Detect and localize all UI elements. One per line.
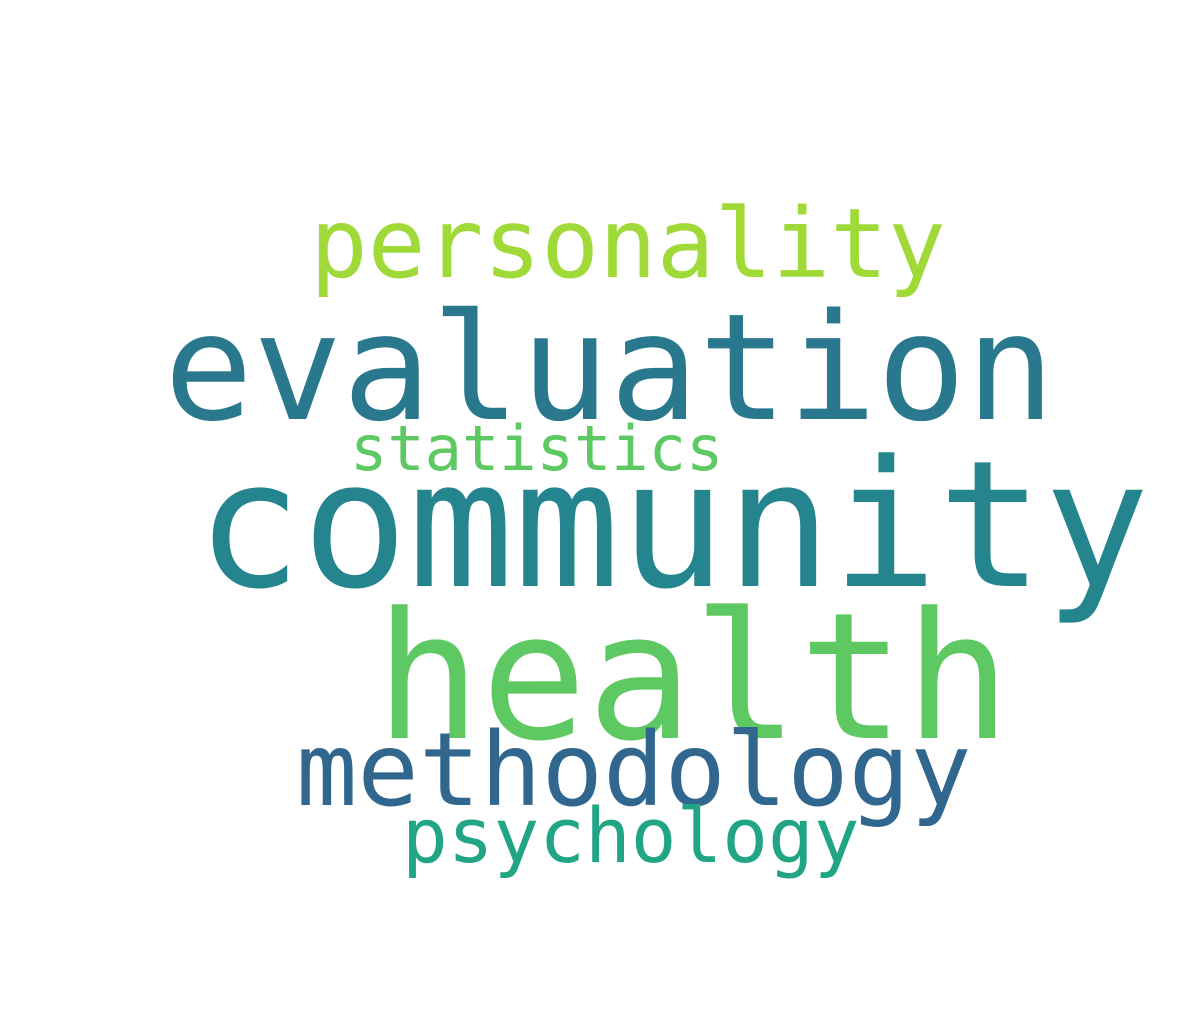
word-community: community	[196, 423, 1150, 628]
word-evaluation: evaluation	[164, 282, 1056, 454]
word-statistics: statistics	[350, 412, 724, 485]
word-methodology: methodology	[296, 711, 972, 830]
word-health: health	[375, 575, 1011, 780]
word-personality: personality	[310, 188, 946, 300]
word-psychology: psychology	[402, 791, 860, 880]
